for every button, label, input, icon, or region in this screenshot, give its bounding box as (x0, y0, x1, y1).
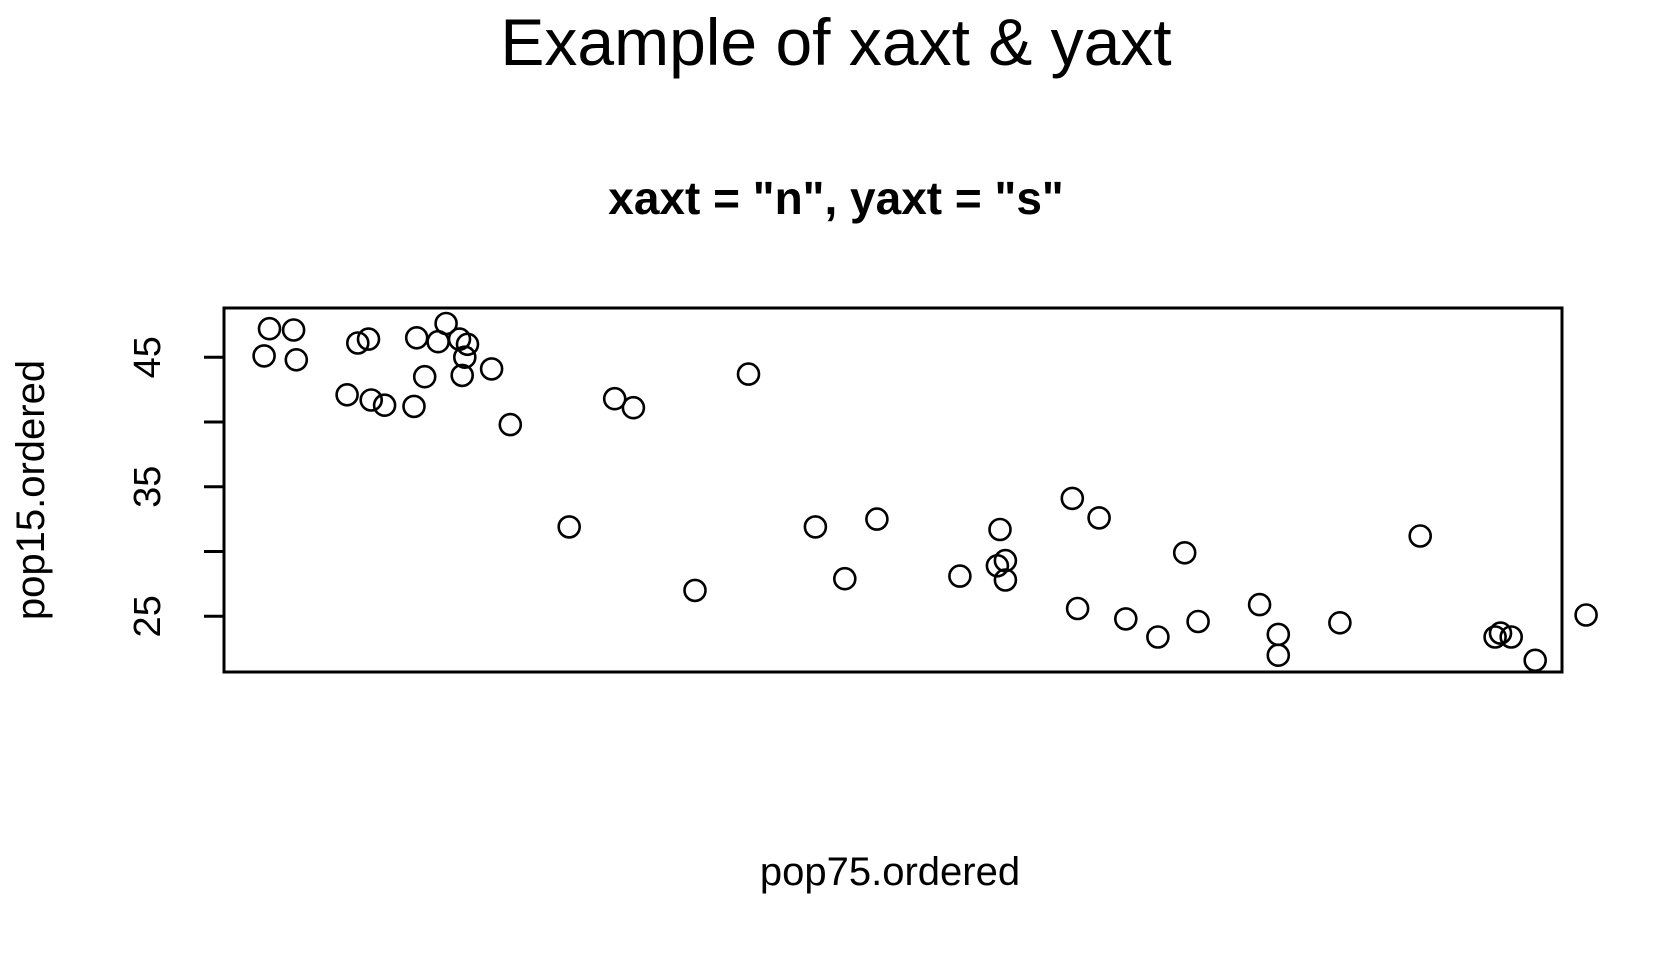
data-point-26 (803, 515, 828, 539)
chart-title: Example of xaxt & yaxt (500, 5, 1171, 79)
data-point-1 (252, 344, 276, 368)
data-point-18 (450, 363, 475, 388)
y-axis: 25 35 45 (127, 336, 224, 637)
data-point-22 (602, 386, 627, 411)
points-layer (252, 311, 1598, 673)
data-point-25 (736, 362, 761, 386)
data-point-40 (1186, 609, 1210, 634)
data-point-48 (1499, 625, 1523, 649)
data-point-39 (1172, 540, 1197, 565)
data-point-41 (1247, 592, 1272, 617)
data-point-49 (1523, 648, 1547, 673)
data-point-21 (557, 515, 582, 539)
data-point-35 (1065, 596, 1090, 621)
plot-frame (222, 306, 1564, 674)
data-point-43 (1266, 643, 1291, 668)
data-point-12 (412, 364, 437, 389)
data-point-5 (335, 382, 359, 407)
data-point-11 (404, 325, 429, 350)
data-point-33 (993, 568, 1018, 592)
data-point-7 (356, 327, 381, 351)
data-point-10 (402, 394, 426, 419)
data-point-27 (832, 566, 857, 591)
data-point-14 (434, 311, 458, 336)
data-point-38 (1146, 625, 1170, 649)
y-tick-label-45: 45 (127, 336, 169, 378)
data-point-3 (281, 318, 306, 342)
data-point-37 (1114, 607, 1138, 631)
data-point-28 (865, 507, 889, 531)
data-point-50 (1574, 603, 1598, 627)
y-tick-label-35: 35 (127, 466, 169, 508)
data-point-19 (479, 357, 504, 381)
data-point-16 (452, 345, 477, 370)
data-point-36 (1087, 506, 1111, 530)
data-point-23 (621, 395, 646, 420)
x-axis-label: pop75.ordered (760, 850, 1020, 894)
data-point-6 (345, 331, 370, 355)
data-point-34 (1060, 486, 1085, 511)
chart-subtitle: xaxt = "n", yaxt = "s" (608, 172, 1063, 224)
data-point-30 (988, 517, 1012, 542)
y-tick-label-25: 25 (127, 595, 169, 637)
data-point-46 (1483, 625, 1507, 649)
data-point-42 (1266, 622, 1291, 647)
data-point-9 (372, 393, 397, 418)
data-point-45 (1408, 524, 1432, 548)
data-point-4 (284, 347, 309, 372)
y-axis-label: pop15.ordered (9, 360, 53, 620)
data-point-8 (359, 388, 384, 412)
data-point-17 (455, 332, 480, 357)
data-point-24 (683, 578, 707, 603)
data-point-29 (948, 564, 972, 588)
data-point-32 (993, 548, 1018, 573)
data-point-2 (257, 316, 282, 341)
data-point-47 (1488, 621, 1513, 645)
data-point-44 (1328, 610, 1352, 635)
data-point-20 (498, 412, 523, 437)
